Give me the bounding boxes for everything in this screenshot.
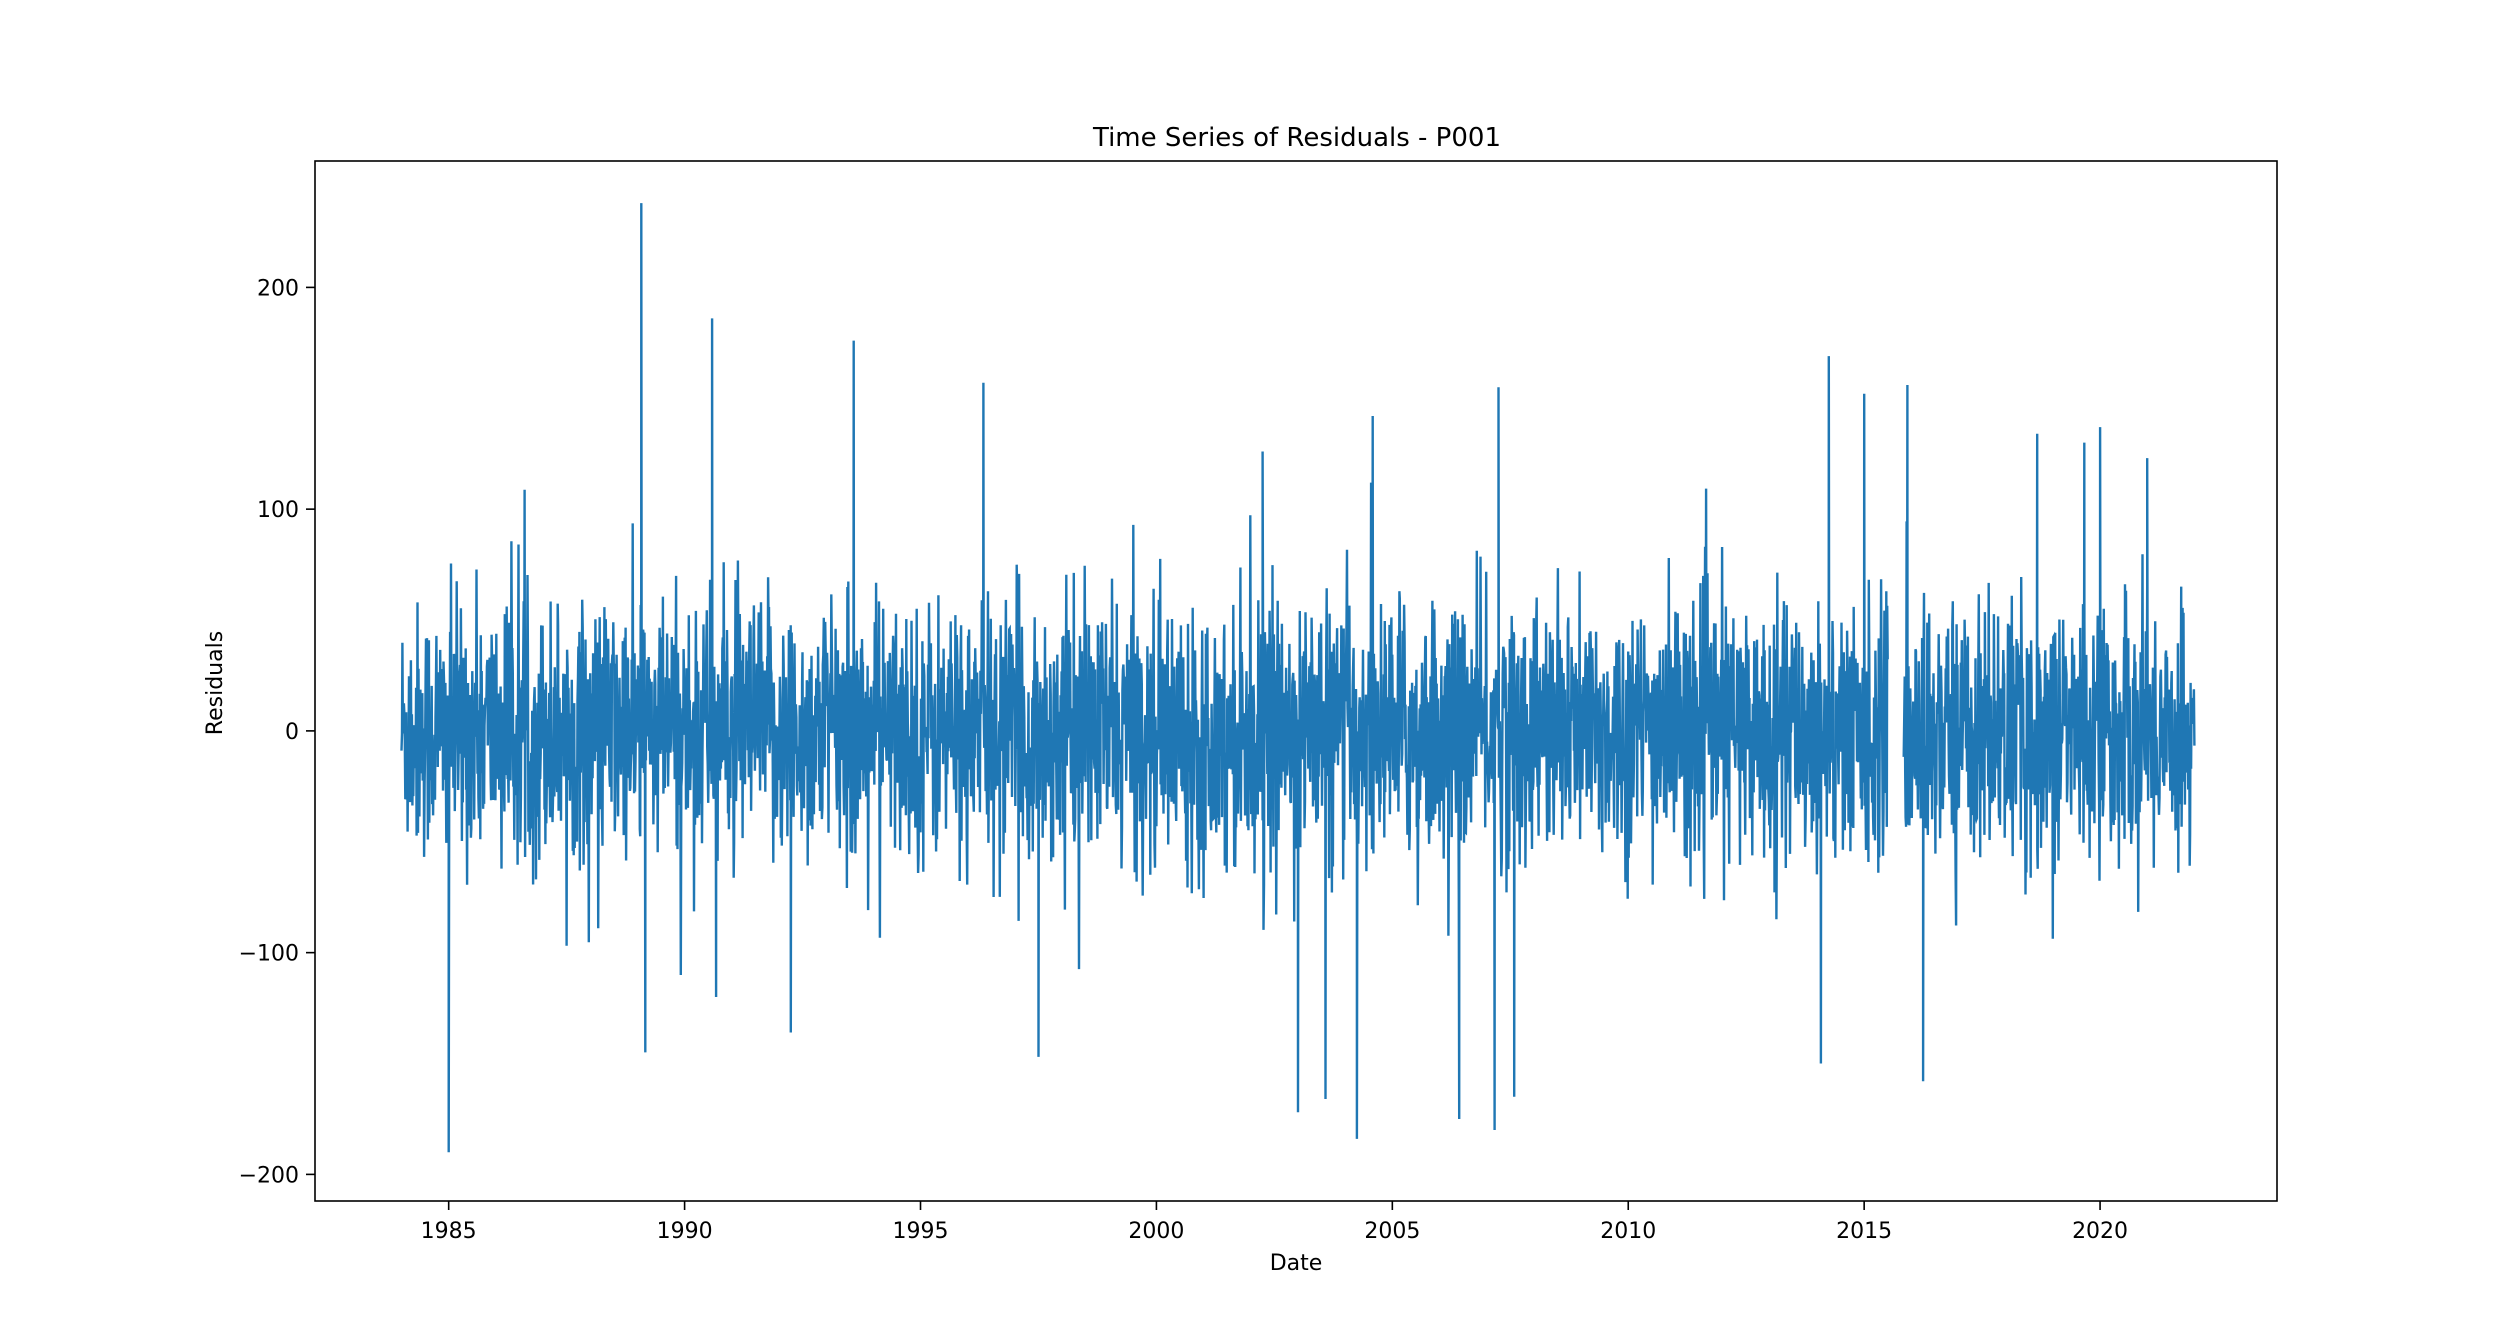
- x-tick-label: 2000: [1128, 1219, 1184, 1244]
- plot-frame: [314, 160, 2278, 1202]
- x-tick-label: 1990: [657, 1219, 713, 1244]
- plot-area: [400, 203, 2196, 1153]
- x-tick-label: 2015: [1836, 1219, 1892, 1244]
- x-tick-label: 2010: [1600, 1219, 1656, 1244]
- x-tick-label: 2005: [1364, 1219, 1420, 1244]
- y-axis-label: Residuals: [203, 631, 228, 735]
- y-tick-label: 100: [257, 498, 299, 523]
- y-tick-label: 200: [257, 276, 299, 301]
- y-tick-label: 0: [285, 720, 299, 745]
- y-tick-label: −100: [239, 942, 299, 967]
- x-tick-label: 1995: [893, 1219, 949, 1244]
- x-axis-ticks: 1985 1990 1995 2000 2005 2010 2015 2020: [421, 1201, 2128, 1244]
- y-axis-ticks: −200 −100 0 100 200: [239, 276, 315, 1188]
- x-tick-label: 1985: [421, 1219, 477, 1244]
- y-tick-label: −200: [239, 1163, 299, 1188]
- residuals-series-line: [400, 203, 2196, 1153]
- chart-title: Time Series of Residuals - P001: [1092, 123, 1501, 153]
- x-axis-label: Date: [1270, 1251, 1323, 1276]
- x-tick-label: 2020: [2072, 1219, 2128, 1244]
